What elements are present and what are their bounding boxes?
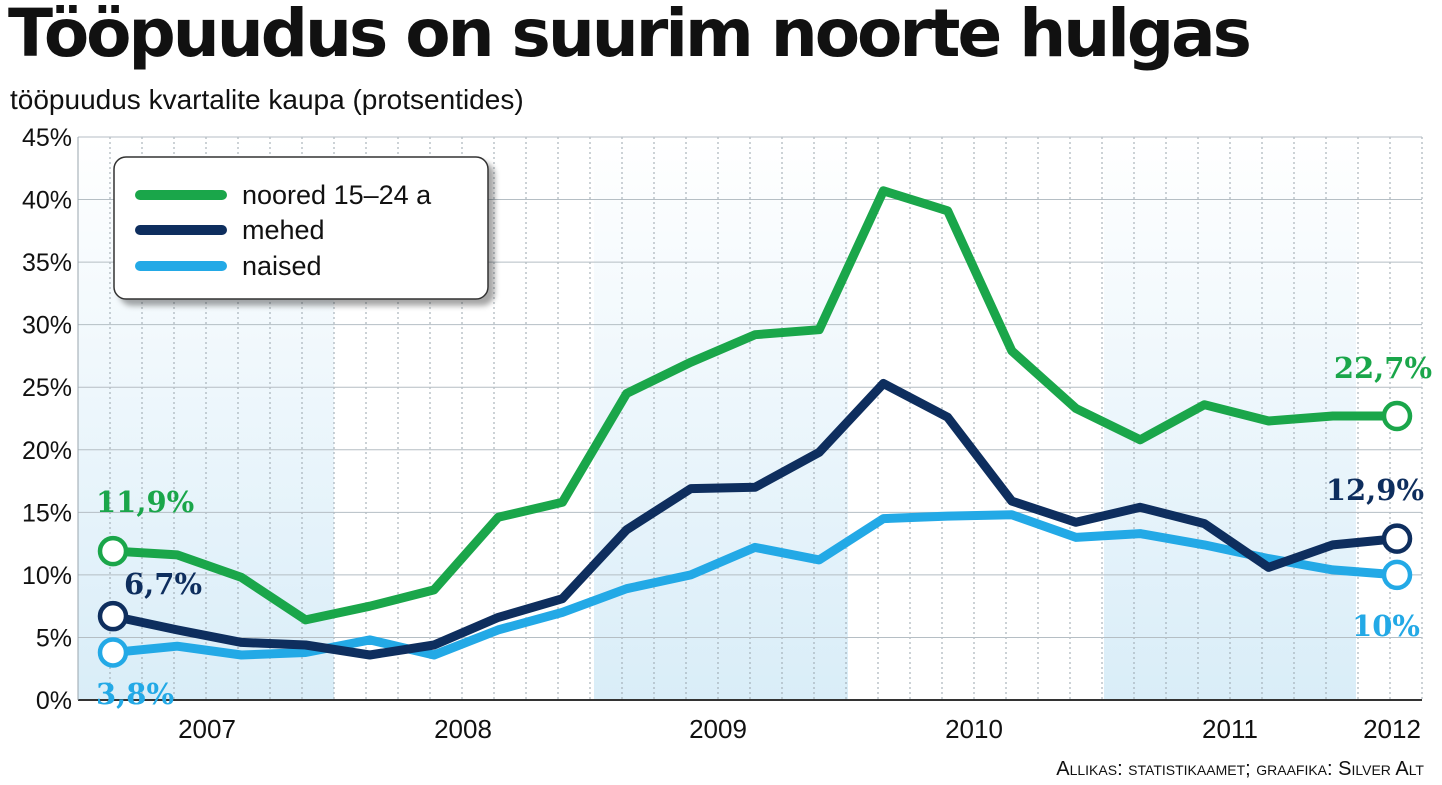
legend-label: mehed bbox=[242, 215, 325, 245]
end-value-label: 12,9% bbox=[1326, 473, 1424, 507]
series-lines bbox=[108, 186, 1402, 660]
y-tick-label: 15% bbox=[22, 499, 72, 527]
y-tick-label: 40% bbox=[22, 187, 72, 215]
x-tick-label: 2007 bbox=[178, 714, 236, 744]
series-line bbox=[108, 379, 1402, 660]
series-point bbox=[97, 600, 129, 632]
x-tick-label: 2010 bbox=[945, 714, 1003, 744]
source-credit: Allikas: statistikaamet; graafika: Silve… bbox=[1056, 758, 1424, 780]
chart-title: Tööpuudus on suurim noorte hulgas bbox=[8, 0, 1252, 72]
data-labels: 11,9% 22,7% 6,7% 12,9% 3,8% 10% bbox=[96, 351, 1432, 711]
y-tick-label: 30% bbox=[22, 312, 72, 340]
series-point bbox=[97, 535, 129, 567]
x-tick-label: 2011 bbox=[1202, 714, 1258, 744]
series-point bbox=[1381, 400, 1413, 432]
year-band bbox=[594, 137, 848, 700]
start-value-label: 6,7% bbox=[124, 567, 202, 601]
legend: noored 15–24 a mehed naised bbox=[113, 156, 489, 300]
x-tick-label: 2012 bbox=[1363, 714, 1421, 744]
x-axis: 2007 2008 2009 2010 2011 2012 bbox=[178, 714, 1421, 744]
legend-label: naised bbox=[242, 251, 322, 281]
y-tick-label: 10% bbox=[22, 562, 72, 590]
y-tick-label: 5% bbox=[36, 624, 72, 652]
series-point bbox=[97, 637, 129, 668]
y-tick-label: 35% bbox=[22, 249, 72, 277]
end-value-label: 22,7% bbox=[1334, 351, 1432, 385]
y-tick-label: 0% bbox=[36, 687, 72, 715]
chart-subtitle: tööpuudus kvartalite kaupa (protsentides… bbox=[10, 84, 524, 115]
start-value-label: 11,9% bbox=[96, 485, 194, 519]
legend-label: noored 15–24 a bbox=[242, 180, 432, 210]
y-axis: 0% 5% 10% 15% 20% 25% 30% 35% 40% 45% bbox=[22, 124, 72, 715]
series-end-markers bbox=[97, 400, 1413, 668]
series-line bbox=[108, 186, 1402, 625]
series-point bbox=[1381, 559, 1413, 591]
series-point bbox=[1381, 523, 1413, 554]
y-tick-label: 45% bbox=[22, 124, 72, 152]
y-tick-label: 25% bbox=[22, 374, 72, 402]
x-tick-label: 2009 bbox=[689, 714, 747, 744]
x-tick-label: 2008 bbox=[434, 714, 492, 744]
start-value-label: 3,8% bbox=[96, 677, 174, 711]
end-value-label: 10% bbox=[1352, 609, 1420, 643]
y-tick-label: 20% bbox=[22, 437, 72, 465]
